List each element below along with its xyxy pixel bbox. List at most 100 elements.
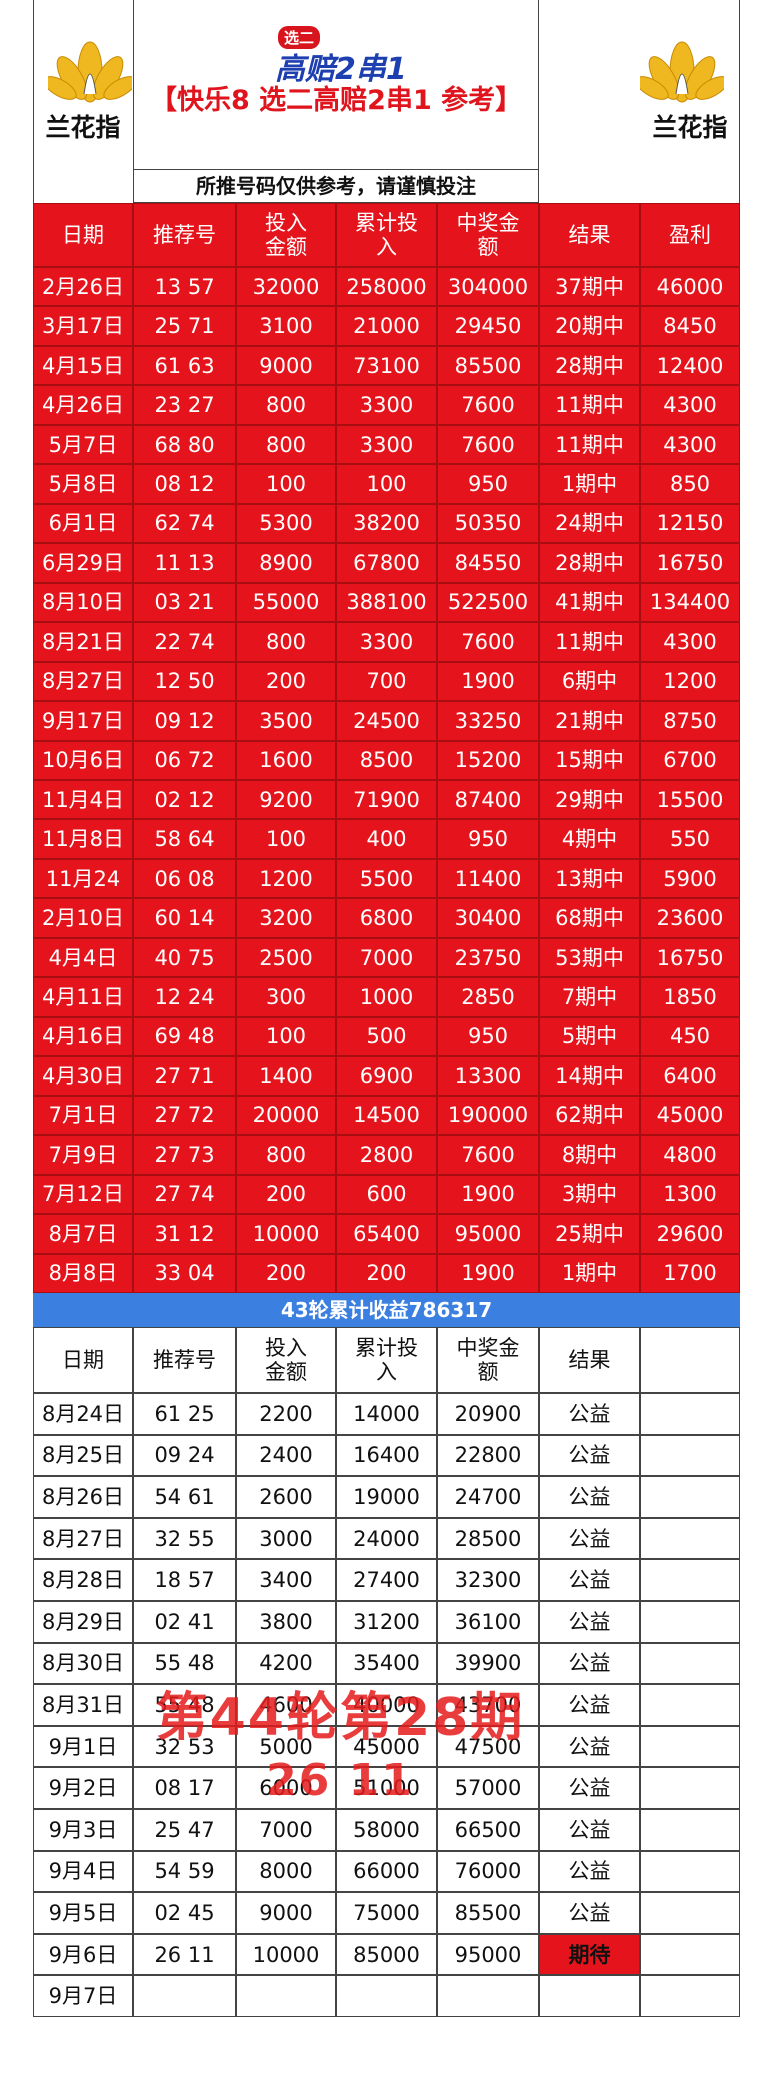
table-cell: 54 61 bbox=[133, 1476, 236, 1518]
table-cell: 公益 bbox=[539, 1559, 640, 1601]
table-cell: 66000 bbox=[336, 1850, 437, 1893]
table-cell: 11400 bbox=[437, 858, 539, 899]
table-cell: 5月8日 bbox=[33, 464, 133, 504]
empty-cell bbox=[133, 1975, 236, 2017]
table-cell: 6期中 bbox=[539, 661, 640, 702]
table-cell: 7000 bbox=[336, 937, 437, 978]
table-cell: 4600 bbox=[236, 1684, 336, 1726]
table-cell: 4300 bbox=[640, 622, 740, 662]
table-cell: 100 bbox=[336, 464, 437, 504]
table-cell: 8月7日 bbox=[33, 1214, 133, 1254]
table-cell: 30400 bbox=[437, 898, 539, 938]
column-header: 投入金额 bbox=[236, 1327, 336, 1393]
table-cell: 300 bbox=[236, 977, 336, 1017]
table-cell: 8000 bbox=[236, 1850, 336, 1893]
table-cell: 33 04 bbox=[133, 1253, 236, 1293]
table-cell: 2200 bbox=[236, 1393, 336, 1435]
table-cell: 8月10日 bbox=[33, 582, 133, 623]
table-cell: 12 24 bbox=[133, 977, 236, 1017]
table-cell: 5300 bbox=[236, 503, 336, 544]
table-cell: 公益 bbox=[539, 1767, 640, 1809]
table-cell: 23600 bbox=[640, 898, 740, 938]
table-cell: 85500 bbox=[437, 1892, 539, 1934]
table-cell: 11期中 bbox=[539, 424, 640, 465]
table-cell: 61 25 bbox=[133, 1393, 236, 1435]
empty-cell bbox=[336, 1975, 437, 2017]
table-cell: 850 bbox=[640, 464, 740, 504]
table-cell: 9月5日 bbox=[33, 1892, 133, 1934]
table-cell: 6700 bbox=[640, 740, 740, 780]
table-cell: 3000 bbox=[236, 1517, 336, 1560]
column-header: 累计投入 bbox=[336, 203, 437, 267]
table-cell: 58000 bbox=[336, 1809, 437, 1851]
table-cell: 61 63 bbox=[133, 345, 236, 386]
table-cell: 7月12日 bbox=[33, 1174, 133, 1215]
table-cell: 66500 bbox=[437, 1809, 539, 1851]
table-cell: 8月25日 bbox=[33, 1434, 133, 1477]
overlay-text: 26 11 bbox=[266, 1755, 414, 1806]
table-cell: 550 bbox=[640, 819, 740, 859]
table-cell: 26 11 bbox=[133, 1933, 236, 1976]
table-cell: 28500 bbox=[437, 1517, 539, 1560]
table-cell: 4800 bbox=[640, 1135, 740, 1175]
table-cell: 76000 bbox=[437, 1850, 539, 1893]
table-cell: 8月27日 bbox=[33, 661, 133, 702]
table-cell: 9月7日 bbox=[33, 1975, 133, 2017]
table-cell: 522500 bbox=[437, 582, 539, 623]
table-cell: 1期中 bbox=[539, 1253, 640, 1293]
empty-cell bbox=[640, 1725, 740, 1768]
table-cell: 37期中 bbox=[539, 267, 640, 307]
table-cell: 31 12 bbox=[133, 1214, 236, 1254]
table-cell: 43700 bbox=[437, 1684, 539, 1726]
table-cell: 3400 bbox=[236, 1559, 336, 1601]
table-cell: 45000 bbox=[336, 1725, 437, 1768]
empty-cell bbox=[640, 1476, 740, 1518]
table-cell: 2600 bbox=[236, 1476, 336, 1518]
table-cell: 388100 bbox=[336, 582, 437, 623]
table-cell: 8期中 bbox=[539, 1135, 640, 1175]
table-cell: 16400 bbox=[336, 1434, 437, 1477]
table-cell: 54 59 bbox=[133, 1850, 236, 1893]
table-cell: 60 14 bbox=[133, 898, 236, 938]
table-cell: 400 bbox=[336, 819, 437, 859]
table-cell: 7月9日 bbox=[33, 1135, 133, 1175]
table-cell: 5期中 bbox=[539, 1016, 640, 1057]
table-cell: 8月21日 bbox=[33, 622, 133, 662]
table-cell: 57000 bbox=[437, 1767, 539, 1809]
table-cell: 09 12 bbox=[133, 701, 236, 741]
table-cell: 3800 bbox=[236, 1601, 336, 1643]
table-cell: 2500 bbox=[236, 937, 336, 978]
table-cell: 950 bbox=[437, 819, 539, 859]
empty-cell bbox=[437, 1975, 539, 2017]
table-cell: 85500 bbox=[437, 345, 539, 386]
table-cell: 8月28日 bbox=[33, 1559, 133, 1601]
table-cell: 25 47 bbox=[133, 1809, 236, 1851]
table-cell: 27 72 bbox=[133, 1095, 236, 1136]
table-cell: 258000 bbox=[336, 267, 437, 307]
table-cell: 15200 bbox=[437, 740, 539, 780]
table-cell: 7月1日 bbox=[33, 1095, 133, 1136]
table-cell: 8500 bbox=[336, 740, 437, 780]
table-cell: 8900 bbox=[236, 543, 336, 583]
table-cell: 8月27日 bbox=[33, 1517, 133, 1560]
table-cell: 6400 bbox=[640, 1056, 740, 1096]
header-box bbox=[33, 0, 740, 203]
empty-cell bbox=[640, 1327, 740, 1393]
table-cell: 68期中 bbox=[539, 898, 640, 938]
table-cell: 5900 bbox=[640, 858, 740, 899]
table-cell: 13300 bbox=[437, 1056, 539, 1096]
table-cell: 50350 bbox=[437, 503, 539, 544]
table-cell: 800 bbox=[236, 1135, 336, 1175]
table-cell: 11 13 bbox=[133, 543, 236, 583]
lotus-logo bbox=[640, 41, 724, 103]
empty-cell bbox=[640, 1850, 740, 1893]
table-cell: 1200 bbox=[236, 858, 336, 899]
table-cell: 03 21 bbox=[133, 582, 236, 623]
table-cell: 3500 bbox=[236, 701, 336, 741]
table-cell: 1900 bbox=[437, 1253, 539, 1293]
table-cell: 12150 bbox=[640, 503, 740, 544]
empty-cell bbox=[640, 1642, 740, 1685]
table-cell: 5000 bbox=[236, 1725, 336, 1768]
table-cell: 35400 bbox=[336, 1642, 437, 1685]
